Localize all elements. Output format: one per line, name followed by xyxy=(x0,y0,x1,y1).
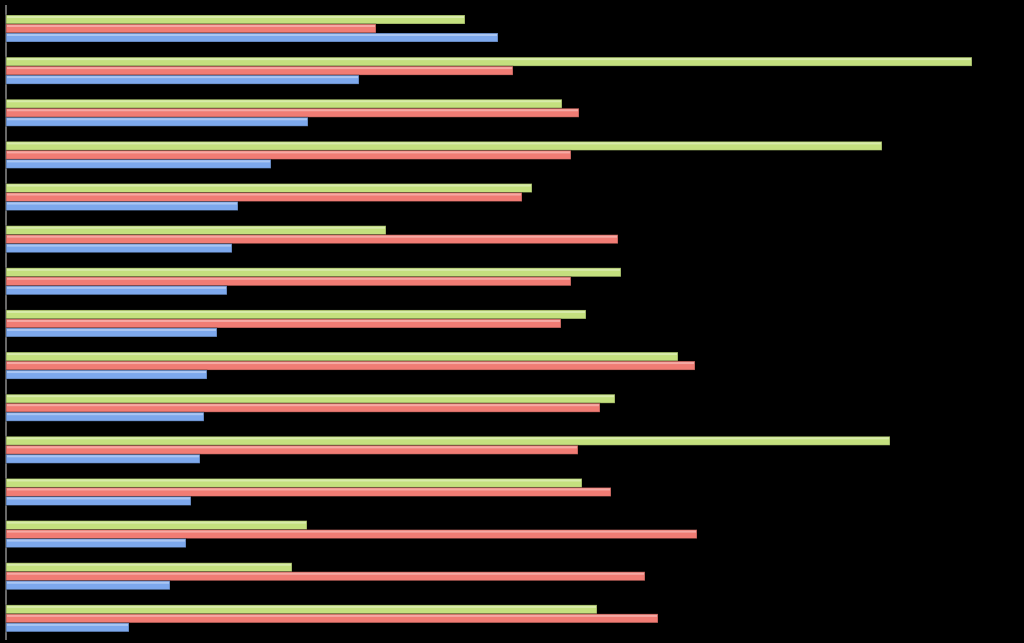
bar xyxy=(5,285,228,296)
bar-highlight xyxy=(7,563,291,566)
bar-highlight xyxy=(7,268,620,271)
bar-highlight xyxy=(7,202,237,205)
bar-highlight xyxy=(7,539,185,542)
bar-highlight xyxy=(7,118,307,121)
bar-highlight xyxy=(7,479,581,482)
bar xyxy=(5,149,572,160)
bar-highlight xyxy=(7,446,577,449)
bar xyxy=(5,495,192,506)
bar-highlight xyxy=(7,353,677,356)
bar xyxy=(5,529,698,540)
bar-highlight xyxy=(7,160,270,163)
bar-highlight xyxy=(7,413,203,416)
bar-highlight xyxy=(7,404,599,407)
bar-highlight xyxy=(7,614,657,617)
bar xyxy=(5,538,187,549)
bar xyxy=(5,369,208,380)
bar-highlight xyxy=(7,362,694,365)
bar-highlight xyxy=(7,455,199,458)
bar-highlight xyxy=(7,226,385,229)
bar xyxy=(5,453,201,464)
bar-highlight xyxy=(7,235,617,238)
bar-highlight xyxy=(7,310,585,313)
bar xyxy=(5,243,233,254)
bar xyxy=(5,158,272,169)
bar xyxy=(5,360,696,371)
bar-highlight xyxy=(7,25,375,27)
bar-highlight xyxy=(7,277,570,280)
bar-highlight xyxy=(7,497,190,500)
bar-highlight xyxy=(7,58,971,61)
bar-highlight xyxy=(7,530,696,533)
bar-highlight xyxy=(7,34,497,36)
bar-highlight xyxy=(7,371,206,374)
bar xyxy=(5,234,619,245)
bar-highlight xyxy=(7,488,610,491)
bar-highlight xyxy=(7,76,358,79)
bar xyxy=(5,411,205,422)
bar xyxy=(5,580,171,591)
bar xyxy=(5,402,601,413)
bar-highlight xyxy=(7,572,644,575)
bar-highlight xyxy=(7,193,521,196)
bar xyxy=(5,613,659,624)
bar-highlight xyxy=(7,605,596,608)
bar xyxy=(5,327,218,338)
bar-highlight xyxy=(7,319,560,322)
bar xyxy=(5,444,579,455)
bar-highlight xyxy=(7,395,614,398)
bar-highlight xyxy=(7,184,531,187)
bar xyxy=(5,318,562,329)
bar-highlight xyxy=(7,286,226,289)
bar-highlight xyxy=(7,244,231,247)
bar-highlight xyxy=(7,521,306,524)
bar xyxy=(5,32,499,43)
bar xyxy=(5,622,130,633)
bar-highlight xyxy=(7,142,881,145)
bar xyxy=(5,571,646,582)
bar-highlight xyxy=(7,67,512,70)
bar-highlight xyxy=(7,328,216,331)
bar xyxy=(5,276,572,287)
bar xyxy=(5,201,239,212)
bar xyxy=(5,74,360,85)
bar xyxy=(5,192,523,203)
bar-highlight xyxy=(7,151,570,154)
bar-highlight xyxy=(7,16,464,18)
bar xyxy=(5,116,309,127)
bar xyxy=(5,486,612,497)
bar-highlight xyxy=(7,100,561,103)
bar-highlight xyxy=(7,437,889,440)
bar-highlight xyxy=(7,109,578,112)
bar-highlight xyxy=(7,623,128,626)
bar-highlight xyxy=(7,581,169,584)
